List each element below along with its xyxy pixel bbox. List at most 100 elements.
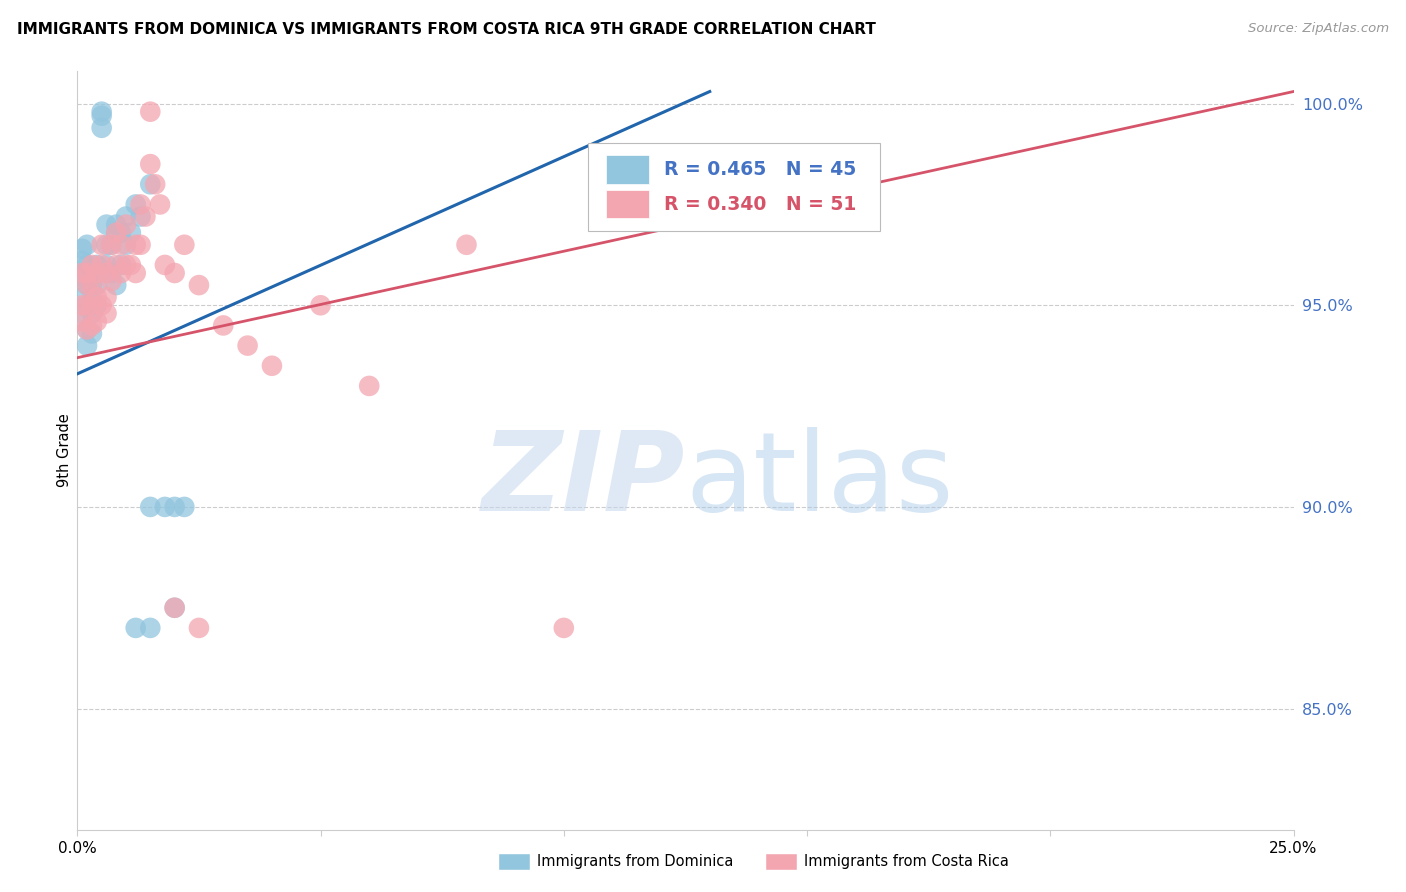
Point <box>90 237 112 252</box>
Point <box>115 218 138 232</box>
Point <box>120 258 142 272</box>
Point <box>163 266 186 280</box>
Text: atlas: atlas <box>686 427 953 534</box>
Point <box>76 278 98 293</box>
Point <box>173 500 195 514</box>
Point <box>90 298 112 312</box>
Text: Immigrants from Costa Rica: Immigrants from Costa Rica <box>804 855 1010 869</box>
Text: IMMIGRANTS FROM DOMINICA VS IMMIGRANTS FROM COSTA RICA 9TH GRADE CORRELATION CHA: IMMIGRANTS FROM DOMINICA VS IMMIGRANTS F… <box>17 22 876 37</box>
Point <box>188 621 211 635</box>
Point <box>115 237 138 252</box>
Point <box>129 210 152 224</box>
Point <box>80 278 103 293</box>
Point <box>163 600 186 615</box>
Point <box>163 500 186 514</box>
Point <box>70 306 93 320</box>
Point <box>129 197 152 211</box>
FancyBboxPatch shape <box>606 190 650 219</box>
Point <box>70 314 93 328</box>
Point <box>129 237 152 252</box>
Point <box>86 258 108 272</box>
Point <box>70 242 93 256</box>
Point <box>70 298 93 312</box>
Point <box>70 266 93 280</box>
Text: Immigrants from Dominica: Immigrants from Dominica <box>537 855 734 869</box>
Point <box>120 226 142 240</box>
Point <box>86 278 108 293</box>
Point <box>110 258 132 272</box>
Point <box>125 237 148 252</box>
Point <box>260 359 283 373</box>
Point <box>105 226 128 240</box>
Text: R = 0.465   N = 45: R = 0.465 N = 45 <box>664 160 856 178</box>
Point <box>173 237 195 252</box>
Point <box>115 210 138 224</box>
Point <box>96 290 118 304</box>
Point <box>110 226 132 240</box>
Point <box>80 318 103 333</box>
Point <box>105 278 128 293</box>
Point <box>80 298 103 312</box>
Point <box>163 600 186 615</box>
Point <box>86 298 108 312</box>
Point <box>105 258 128 272</box>
Point <box>105 218 128 232</box>
Point <box>76 298 98 312</box>
Point <box>309 298 332 312</box>
Point <box>153 258 176 272</box>
Point <box>80 266 103 280</box>
Point <box>90 258 112 272</box>
Point <box>134 210 156 224</box>
Point <box>125 197 148 211</box>
Point <box>149 197 172 211</box>
Point <box>70 290 93 304</box>
Point <box>125 266 148 280</box>
Point <box>236 338 259 352</box>
Point <box>100 274 122 288</box>
Point <box>70 270 93 285</box>
Point <box>139 157 162 171</box>
Y-axis label: 9th Grade: 9th Grade <box>56 414 72 487</box>
Point <box>212 318 235 333</box>
Point <box>125 621 148 635</box>
Point <box>96 306 118 320</box>
Point <box>153 500 176 514</box>
Text: ZIP: ZIP <box>482 427 686 534</box>
Point <box>80 258 103 272</box>
Text: R = 0.340   N = 51: R = 0.340 N = 51 <box>664 194 856 213</box>
Point <box>80 306 103 320</box>
Point <box>76 322 98 336</box>
Point <box>359 379 381 393</box>
Point <box>76 258 98 272</box>
Point <box>70 254 93 268</box>
Point <box>96 266 118 280</box>
Point <box>139 104 162 119</box>
Point <box>96 218 118 232</box>
Point <box>76 278 98 293</box>
Point <box>100 266 122 280</box>
Point <box>100 237 122 252</box>
Point <box>139 500 162 514</box>
Point <box>456 237 478 252</box>
Point <box>76 237 98 252</box>
Point <box>143 178 166 192</box>
Point <box>90 120 112 135</box>
Point <box>76 298 98 312</box>
FancyBboxPatch shape <box>588 144 880 230</box>
Point <box>139 621 162 635</box>
Point <box>76 266 98 280</box>
Point <box>96 258 118 272</box>
Point <box>105 226 128 240</box>
Point <box>80 278 103 293</box>
Point <box>80 326 103 341</box>
Point <box>80 298 103 312</box>
Point <box>115 258 138 272</box>
Point <box>90 104 112 119</box>
Point <box>96 237 118 252</box>
FancyBboxPatch shape <box>606 155 650 184</box>
Point <box>76 338 98 352</box>
Point <box>553 621 575 635</box>
Point <box>100 237 122 252</box>
Point <box>90 109 112 123</box>
Point <box>86 266 108 280</box>
